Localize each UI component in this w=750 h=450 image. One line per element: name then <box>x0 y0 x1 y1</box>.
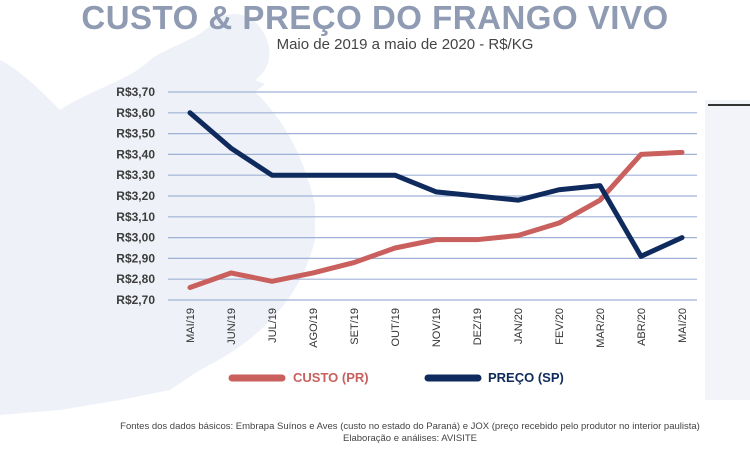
y-tick-label: R$2,80 <box>116 272 155 286</box>
y-tick-label: R$3,50 <box>116 127 155 141</box>
x-tick-label: MAI/19 <box>185 308 197 343</box>
x-tick-label: DEZ/19 <box>472 308 484 345</box>
y-tick-label: R$2,70 <box>116 293 155 307</box>
chart-subtitle: Maio de 2019 a maio de 2020 - R$/KG <box>276 36 534 53</box>
legend: CUSTO (PR) PREÇO (SP) <box>228 370 564 385</box>
x-tick-label: JAN/20 <box>513 308 525 344</box>
y-axis-labels: R$3,70 R$3,60 R$3,50 R$3,40 R$3,30 R$3,20 R$3,… <box>116 85 155 307</box>
legend-label: CUSTO (PR) <box>293 370 369 385</box>
y-tick-label: R$3,20 <box>116 189 155 203</box>
line-chart: R$3,70 R$3,60 R$3,50 R$3,40 R$3,30 R$3,20 R$3,… <box>116 85 697 385</box>
x-tick-label: OUT/19 <box>390 308 402 347</box>
source-line-2: Elaboração e análises: AVISITE <box>343 433 477 444</box>
series-lines <box>187 110 685 291</box>
x-tick-label: MAI/20 <box>677 308 689 343</box>
y-tick-label: R$2,90 <box>116 251 155 265</box>
grid <box>168 91 697 301</box>
y-tick-label: R$3,60 <box>116 106 155 120</box>
source-note: Fontes dos dados básicos: Embrapa Suínos… <box>0 421 750 445</box>
source-line-1: Fontes dos dados básicos: Embrapa Suínos… <box>120 421 700 432</box>
x-tick-label: NOV/19 <box>431 308 443 347</box>
chart-title: CUSTO & PREÇO DO FRANGO VIVO <box>81 0 669 36</box>
x-tick-label: JUL/19 <box>267 308 279 343</box>
x-tick-label: SET/19 <box>349 308 361 345</box>
x-tick-label: MAR/20 <box>595 308 607 348</box>
y-tick-label: R$3,00 <box>116 231 155 245</box>
y-tick-label: R$3,70 <box>116 85 155 99</box>
legend-label: PREÇO (SP) <box>488 370 564 385</box>
x-tick-label: ABR/20 <box>636 308 648 346</box>
y-tick-label: R$3,40 <box>116 147 155 161</box>
x-tick-label: JUN/19 <box>226 308 238 345</box>
x-tick-label: FEV/20 <box>554 308 566 345</box>
y-tick-label: R$3,10 <box>116 210 155 224</box>
x-axis-labels: MAI/19 JUN/19 JUL/19 AGO/19 SET/19 OUT/19 NOV/… <box>185 308 689 348</box>
custo-line <box>187 149 685 291</box>
y-tick-label: R$3,30 <box>116 168 155 182</box>
preco-line <box>187 110 685 259</box>
x-tick-label: AGO/19 <box>308 308 320 348</box>
